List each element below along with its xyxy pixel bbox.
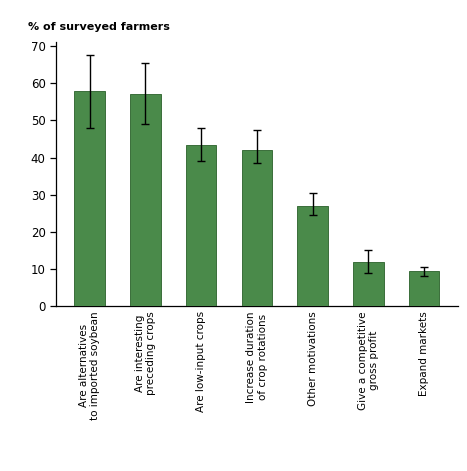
- Bar: [353, 261, 384, 306]
- Bar: [130, 94, 161, 306]
- Bar: [74, 91, 105, 306]
- Bar: [297, 206, 328, 306]
- Bar: [186, 145, 216, 306]
- Bar: [241, 150, 272, 306]
- Bar: [409, 271, 439, 306]
- Text: % of surveyed farmers: % of surveyed farmers: [28, 22, 170, 32]
